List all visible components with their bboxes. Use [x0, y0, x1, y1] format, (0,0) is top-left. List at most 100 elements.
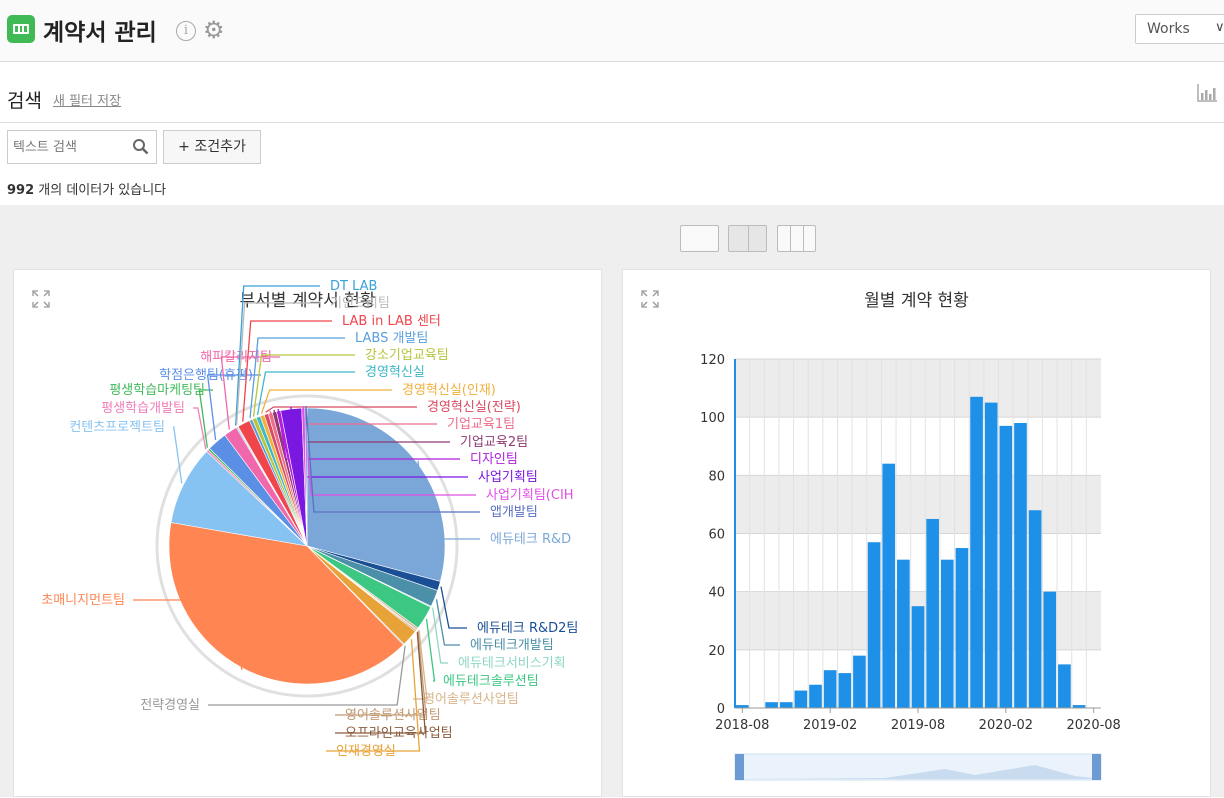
bar[interactable]: [809, 684, 822, 708]
pie-leader-line: [425, 618, 436, 682]
plot-band: [735, 475, 1101, 534]
pie-slice-label: 디자인팀: [470, 452, 518, 467]
bar[interactable]: [940, 559, 954, 708]
pie-slice-label: DT LAB: [330, 279, 377, 294]
pie-slice-label: 사업기획팀: [478, 470, 538, 485]
pie-leader-line: [235, 302, 320, 426]
pie-slice-label: 에듀테크개발팀: [470, 638, 554, 653]
bar[interactable]: [1043, 591, 1057, 708]
pie-leader-line: [256, 371, 355, 416]
pie-slice-label: 에듀테크서비스기획: [458, 656, 566, 671]
pie-slice-label: LABS 개발팀: [355, 331, 428, 346]
result-count: 992 개의 데이터가 있습니다: [7, 179, 166, 198]
layout-three-column-button[interactable]: [777, 225, 816, 252]
pie-leader-line: [198, 389, 213, 448]
expand-icon[interactable]: [31, 289, 51, 309]
range-handle[interactable]: [1092, 754, 1101, 780]
bar[interactable]: [823, 670, 837, 708]
bar[interactable]: [1028, 510, 1042, 708]
y-tick-label: 80: [708, 469, 725, 484]
pie-leader-line: [235, 285, 320, 426]
pie-leader-line: [242, 320, 332, 422]
y-tick-label: 120: [700, 353, 725, 368]
pie-slice-label: 오프라인교육사업팀: [345, 726, 453, 741]
pie-leader-line: [193, 407, 207, 450]
pie-slice[interactable]: [168, 522, 404, 685]
pie-slice-label: 기업교육1팀: [447, 417, 515, 432]
pie-slice-label: 평생학습마케팅팀: [109, 383, 205, 398]
bar[interactable]: [1072, 705, 1086, 708]
search-title: 검색: [7, 90, 42, 112]
bar[interactable]: [1014, 422, 1027, 708]
pie-slice-label: 평생학습개발팀: [101, 401, 185, 416]
layout-single-button[interactable]: [680, 225, 719, 252]
pie-slice-label: 해피칼리지팀: [200, 350, 272, 365]
bar[interactable]: [794, 690, 808, 708]
bar[interactable]: [999, 425, 1013, 708]
pie-leader-line: [206, 374, 261, 441]
pie-slice-label: 에듀테크 R&D2팀: [477, 621, 578, 636]
pie-slice-label: 영어솔루션사업팀: [423, 692, 519, 707]
bar[interactable]: [911, 606, 925, 708]
pie-leader-line: [133, 599, 243, 670]
pie-slice-label: 인재경영실: [336, 744, 396, 759]
save-filter-link[interactable]: 새 필터 저장: [53, 94, 122, 109]
contract-app-icon: [7, 15, 35, 43]
pie-leader-line: [220, 356, 280, 430]
layout-two-column-button[interactable]: [728, 225, 767, 252]
search-input[interactable]: [8, 131, 128, 163]
monthly-chart-panel: 월별 계약 현황 0 20 40 60 80 100 120 2018-08 2019-02 20…: [622, 269, 1211, 797]
bar[interactable]: [736, 705, 749, 708]
bar[interactable]: [984, 402, 998, 708]
y-tick-label: 40: [708, 586, 725, 601]
plot-band: [735, 359, 1101, 418]
chart-toggle-icon[interactable]: [1196, 83, 1218, 103]
pie-slice-label: 영어솔루션사업팀: [345, 708, 441, 723]
pie-leader-line: [265, 406, 417, 413]
y-tick-label: 60: [708, 528, 725, 543]
add-condition-button[interactable]: + 조건추가: [163, 130, 261, 164]
bar[interactable]: [955, 548, 969, 708]
bar[interactable]: [1058, 664, 1071, 708]
bar[interactable]: [897, 559, 910, 708]
range-handle[interactable]: [735, 754, 744, 780]
monthly-bar-chart: 0 20 40 60 80 100 120 2018-08 2019-02 2019-08 2020…: [700, 353, 1121, 781]
page-title: 계약서 관리: [43, 20, 157, 46]
pie-leader-line: [277, 408, 460, 460]
info-icon[interactable]: i: [176, 21, 196, 41]
pie-leader-line: [335, 631, 427, 716]
pie-leader-line: [208, 645, 406, 706]
bar[interactable]: [926, 518, 939, 708]
pie-leader-line: [435, 599, 460, 646]
expand-icon[interactable]: [640, 289, 660, 309]
pie-leader-line: [305, 405, 480, 513]
bar[interactable]: [882, 463, 896, 708]
x-tick-label: 2019-02: [803, 718, 857, 733]
pie-slice-label: 경영혁신실(전략): [427, 400, 521, 415]
bar[interactable]: [970, 396, 983, 708]
pie-slice-label: 앱개발팀: [490, 505, 538, 520]
works-dropdown[interactable]: Works ∨: [1135, 14, 1224, 44]
pie-slice-label: 강소기업교육팀: [365, 348, 449, 363]
gear-icon[interactable]: ⚙: [203, 16, 225, 44]
pie-slice-label: 전략경영실: [140, 698, 200, 713]
bar[interactable]: [765, 702, 778, 708]
pie-leader-line: [417, 460, 480, 540]
pie-slice[interactable]: [170, 450, 308, 547]
pie-leader-line: [440, 586, 467, 629]
pie-slice-label: 경영혁신실: [365, 365, 425, 380]
bar[interactable]: [838, 673, 852, 708]
text-search-box: [7, 130, 157, 164]
monthly-chart-title: 월별 계약 현황: [864, 291, 969, 311]
search-header: 검색 새 필터 저장: [0, 63, 1224, 123]
pie-slice-label: 경영혁신실(인재): [402, 383, 496, 398]
y-tick-label: 20: [708, 644, 725, 659]
pie-leader-line: [252, 354, 355, 417]
y-tick-label: 0: [717, 702, 725, 717]
bar[interactable]: [853, 655, 866, 708]
bar[interactable]: [867, 542, 881, 708]
x-tick-label: 2020-02: [979, 718, 1033, 733]
search-icon[interactable]: [132, 138, 149, 155]
y-tick-label: 100: [700, 411, 725, 426]
bar[interactable]: [779, 702, 793, 708]
